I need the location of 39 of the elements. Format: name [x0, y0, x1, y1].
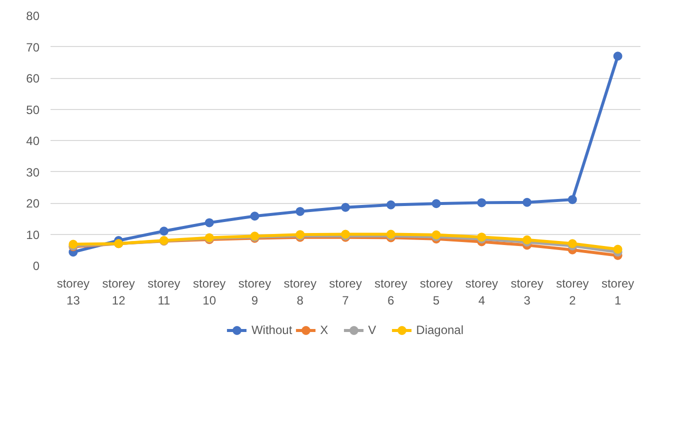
x-tick-label: storey 2 [556, 276, 589, 308]
legend-label: V [368, 323, 378, 337]
y-tick-label: 0 [32, 259, 40, 273]
x-tick-label: storey 8 [284, 276, 316, 308]
legend-label: Diagonal [416, 323, 464, 337]
point [522, 198, 532, 207]
legend-label: X [320, 323, 330, 337]
point [522, 235, 532, 244]
point [296, 206, 305, 216]
x-tick-label: storey 6 [374, 276, 408, 308]
point [250, 212, 260, 221]
x-tick-label: storey 13 [56, 276, 90, 308]
legend-label: Without [251, 323, 292, 337]
x-tick-label: storey 11 [148, 276, 180, 308]
point [477, 198, 486, 208]
y-tick-label: 40 [26, 134, 40, 148]
point [432, 199, 441, 208]
point [613, 52, 622, 61]
point [386, 200, 396, 210]
x-tick-label: storey 12 [102, 276, 135, 308]
y-tick-label: 80 [26, 9, 40, 23]
x-tick-label: storey 4 [465, 276, 498, 308]
x-tick-label: storey 3 [510, 276, 544, 308]
y-tick-label: 70 [26, 40, 40, 54]
point [613, 244, 622, 254]
y-tick-label: 10 [26, 228, 40, 242]
x-tick-label: storey 5 [420, 276, 453, 308]
x-tick-label: storey 10 [193, 276, 226, 308]
x-tick-label: storey 9 [238, 276, 272, 308]
point [568, 195, 577, 204]
y-tick-label: 30 [26, 165, 40, 180]
y-tick-label: 50 [26, 102, 40, 117]
point [159, 226, 168, 236]
y-tick-label: 60 [26, 72, 40, 86]
y-tick-label: 20 [26, 196, 40, 210]
point [341, 202, 350, 212]
x-tick-label: storey 1 [601, 276, 634, 308]
point [204, 218, 214, 228]
x-tick-label: storey 7 [329, 276, 362, 308]
